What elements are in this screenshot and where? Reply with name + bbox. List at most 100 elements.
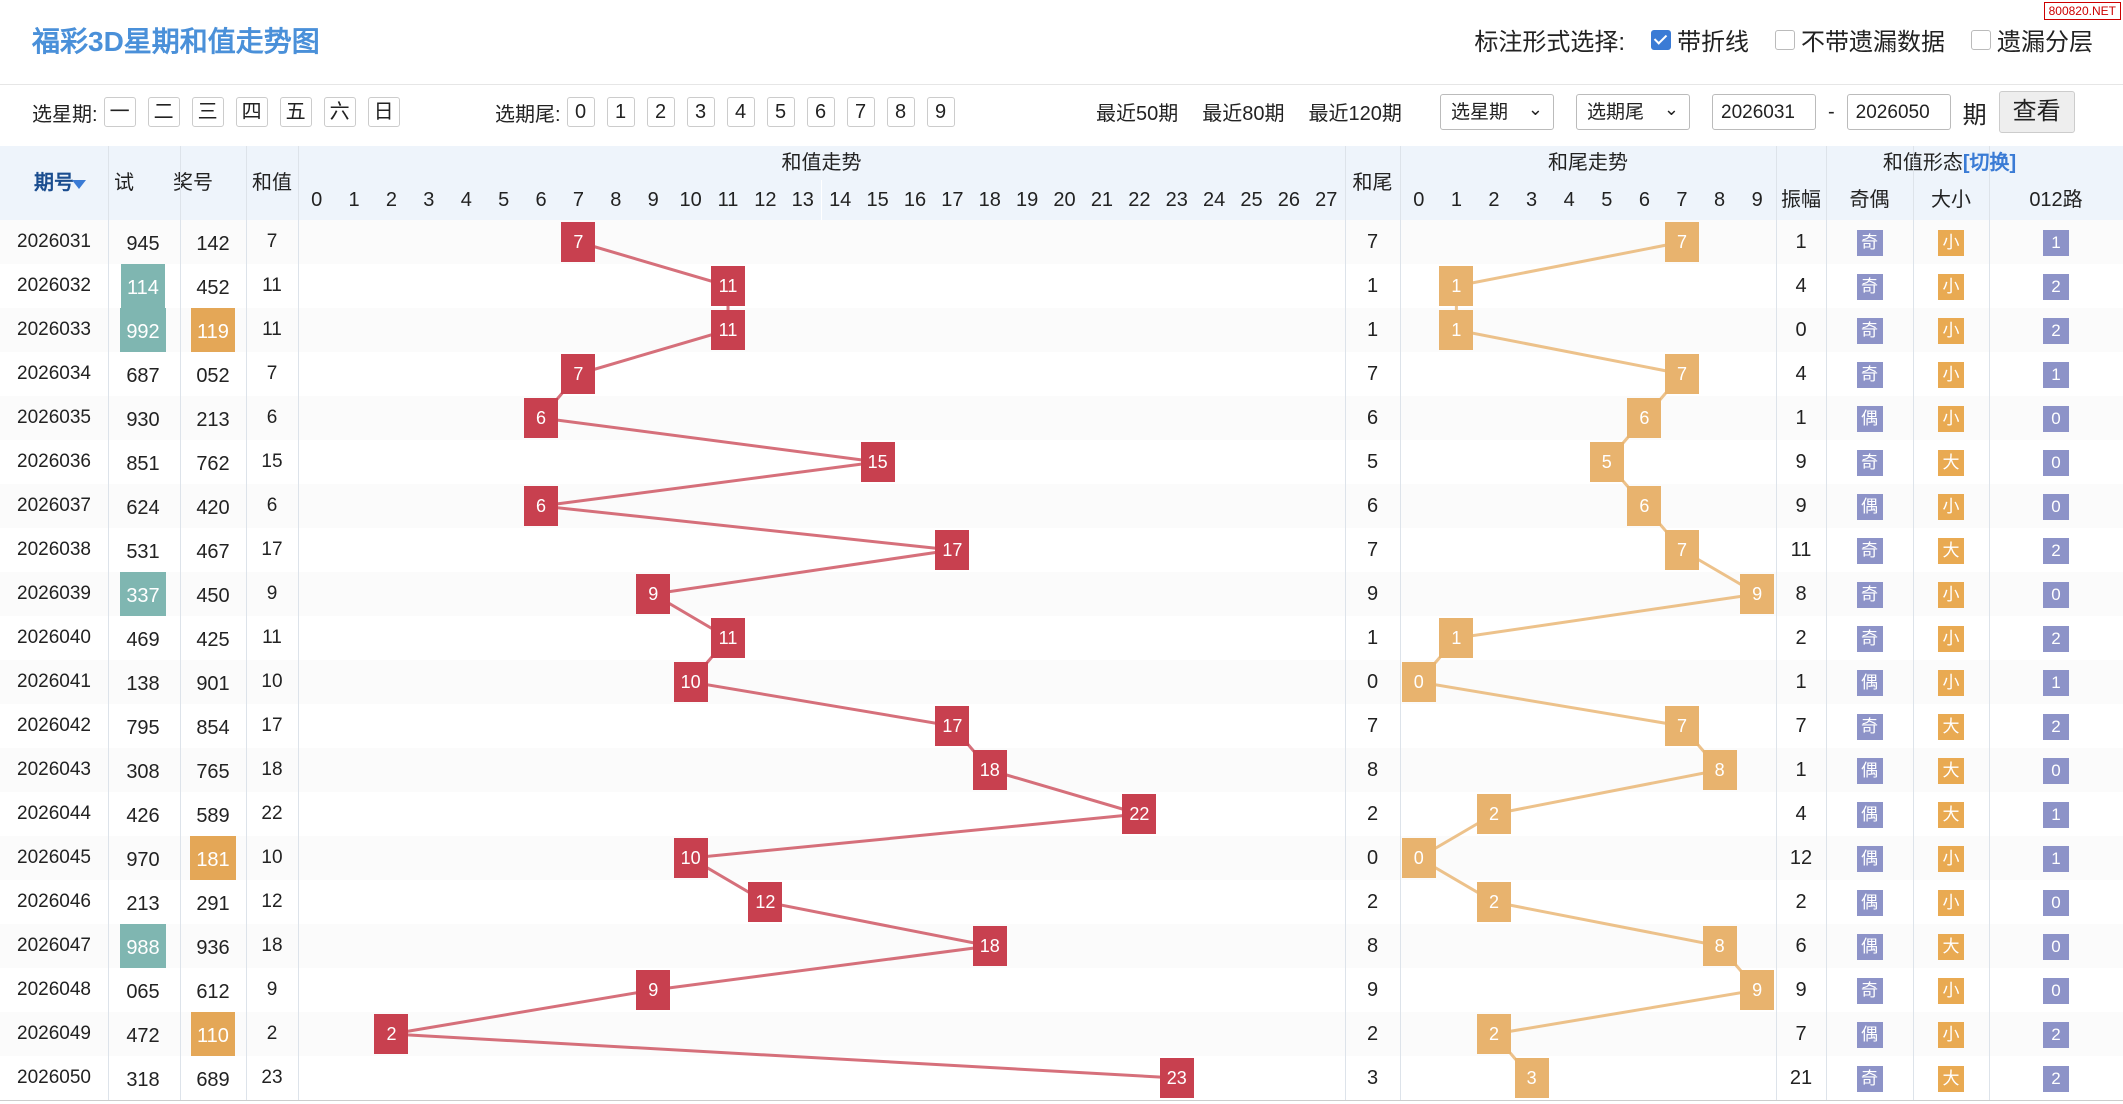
amp-cell: 12 xyxy=(1789,847,1813,869)
big-small-tag: 小 xyxy=(1938,494,1964,520)
weekday-chip[interactable]: 四 xyxy=(235,97,268,127)
sum-col-header: 25 xyxy=(1232,180,1271,220)
amp-cell: 9 xyxy=(1795,979,1807,1001)
route012-tag: 2 xyxy=(2043,538,2069,564)
prize-header: 奖号 xyxy=(140,146,246,220)
prize-cell: 612 xyxy=(180,968,246,1012)
prize-number: 119 xyxy=(191,308,235,356)
sort-desc-icon[interactable] xyxy=(72,180,86,189)
tail-chip[interactable]: 6 xyxy=(806,97,835,127)
test-cell: 945 xyxy=(108,220,178,264)
tail-chip[interactable]: 2 xyxy=(646,97,675,127)
table-row xyxy=(0,880,2123,925)
route012-cell: 0 xyxy=(1989,572,2123,616)
option-missing-layer[interactable]: 遗漏分层 xyxy=(1971,22,2093,57)
sum-col-header: 0 xyxy=(298,180,336,220)
sum-cell: 11 xyxy=(262,319,282,340)
prize-cell: 589 xyxy=(180,792,246,836)
column-divider xyxy=(1400,146,1401,1100)
tail-chip[interactable]: 3 xyxy=(686,97,715,127)
tail-marker: 1 xyxy=(1439,310,1474,350)
recent-80-link[interactable]: 最近80期 xyxy=(1202,103,1285,125)
prize-cell: 213 xyxy=(180,396,246,440)
tail-marker: 2 xyxy=(1477,1014,1511,1054)
table-row xyxy=(0,616,2123,661)
to-issue-input[interactable]: 2026050 xyxy=(1846,94,1951,130)
route012-cell: 1 xyxy=(1989,792,2123,836)
tail-select[interactable]: 选期尾 xyxy=(1576,91,1690,130)
weekday-chip[interactable]: 三 xyxy=(191,97,224,127)
sum-col-header: 21 xyxy=(1083,180,1121,220)
prize-number: 142 xyxy=(196,233,230,255)
odd-even-cell: 奇 xyxy=(1826,1056,1913,1100)
tail-chip[interactable]: 4 xyxy=(726,97,755,127)
prize-cell: 762 xyxy=(180,440,246,484)
option-no-missing[interactable]: 不带遗漏数据 xyxy=(1775,22,1945,57)
sum-col-header: 20 xyxy=(1045,180,1084,220)
option-label: 不带遗漏数据 xyxy=(1801,29,1945,56)
tail-chip[interactable]: 9 xyxy=(926,97,955,127)
issue-cell: 2026050 xyxy=(17,1067,91,1088)
odd-even-cell: 偶 xyxy=(1826,836,1913,880)
weekday-select[interactable]: 选星期 xyxy=(1440,91,1554,130)
odd-even-cell: 奇 xyxy=(1826,264,1913,308)
sum-cell: 23 xyxy=(261,1067,283,1088)
big-small-cell: 小 xyxy=(1913,220,1989,264)
tail-marker: 1 xyxy=(1439,618,1474,658)
tail-col-header: 2 xyxy=(1475,180,1513,220)
column-divider xyxy=(1913,146,1914,1100)
test-cell: 851 xyxy=(108,440,178,484)
amp-cell: 6 xyxy=(1795,935,1807,957)
table-row xyxy=(0,924,2123,969)
test-cell: 426 xyxy=(108,792,178,836)
sum-cell: 9 xyxy=(266,583,278,604)
prize-cell: 291 xyxy=(180,880,246,924)
tail-marker: 6 xyxy=(1627,398,1662,438)
sum-cell: 17 xyxy=(261,715,283,736)
weekday-chip[interactable]: 五 xyxy=(279,97,312,127)
weekday-chip[interactable]: 一 xyxy=(103,97,136,127)
sum-marker: 11 xyxy=(711,266,746,306)
sum-cell: 10 xyxy=(261,847,283,868)
tail-cell: 9 xyxy=(1366,979,1379,1001)
test-cell: 114 xyxy=(108,264,178,312)
column-divider xyxy=(1776,146,1777,1100)
issue-cell: 2026046 xyxy=(17,891,91,912)
prize-cell: 689 xyxy=(180,1056,246,1100)
odd-even-tag: 偶 xyxy=(1856,802,1883,828)
option-with-lines[interactable]: 带折线 xyxy=(1651,22,1749,57)
weekday-chip[interactable]: 二 xyxy=(147,97,180,127)
big-small-cell: 小 xyxy=(1913,308,1989,352)
column-divider xyxy=(108,146,109,1100)
checkbox-icon[interactable] xyxy=(1971,29,1991,50)
tail-chip[interactable]: 1 xyxy=(606,97,635,127)
issue-cell: 2026048 xyxy=(17,979,91,1000)
weekday-chip[interactable]: 六 xyxy=(323,97,356,127)
route012-tag: 2 xyxy=(2043,318,2069,344)
weekday-chip[interactable]: 日 xyxy=(367,97,400,127)
tail-chip[interactable]: 0 xyxy=(566,97,595,127)
recent-50-link[interactable]: 最近50期 xyxy=(1096,103,1179,125)
tail-chip[interactable]: 7 xyxy=(846,97,875,127)
query-button[interactable]: 查看 xyxy=(1998,91,2075,133)
odd-even-cell: 奇 xyxy=(1826,308,1913,352)
route012-tag: 1 xyxy=(2043,670,2069,696)
recent-120-link[interactable]: 最近120期 xyxy=(1308,103,1402,125)
tail-marker: 3 xyxy=(1514,1058,1549,1098)
sum-marker: 11 xyxy=(711,618,746,658)
test-number: 337 xyxy=(120,572,166,620)
test-cell: 472 xyxy=(108,1012,178,1056)
checkbox-icon[interactable] xyxy=(1651,29,1671,50)
tail-cell: 1 xyxy=(1366,627,1379,649)
tail-chip[interactable]: 8 xyxy=(886,97,915,127)
amp-cell: 4 xyxy=(1795,803,1807,825)
tail-cell: 7 xyxy=(1366,363,1379,385)
checkbox-icon[interactable] xyxy=(1775,29,1795,50)
test-cell: 308 xyxy=(108,748,178,792)
from-issue-input[interactable]: 2026031 xyxy=(1712,94,1816,130)
tail-chip[interactable]: 5 xyxy=(766,97,795,127)
test-number: 531 xyxy=(126,541,160,563)
sum-col-header: 23 xyxy=(1158,180,1196,220)
